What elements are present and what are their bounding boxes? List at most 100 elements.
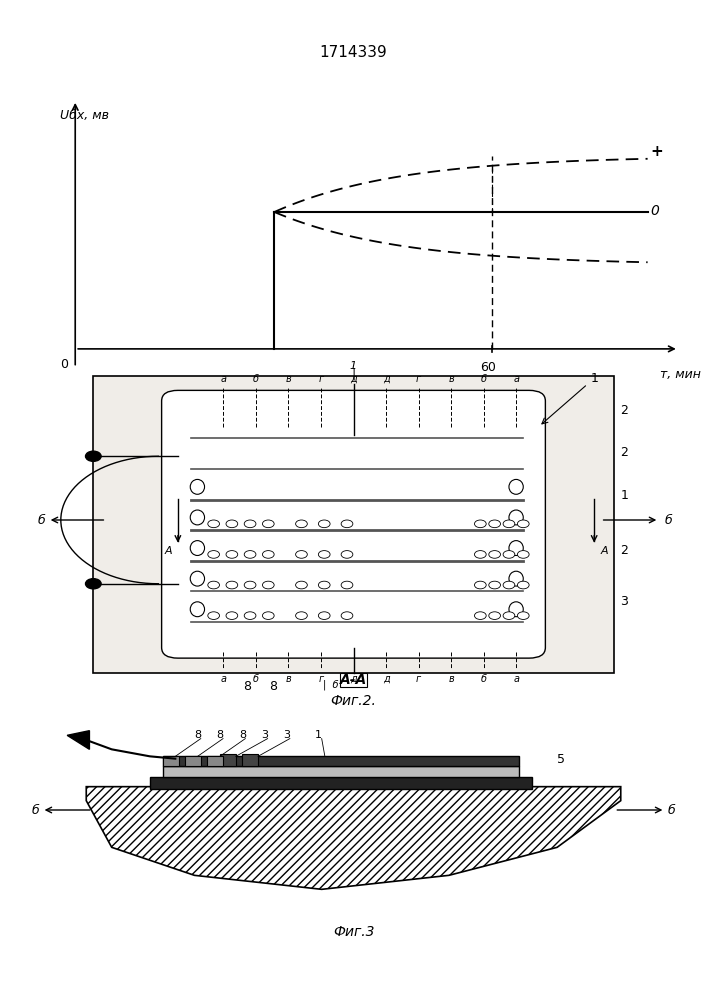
Circle shape xyxy=(518,551,529,558)
Text: 1: 1 xyxy=(350,361,357,371)
Text: +: + xyxy=(650,144,663,159)
Circle shape xyxy=(318,520,330,528)
Text: 2: 2 xyxy=(620,404,628,417)
Circle shape xyxy=(262,520,274,528)
Text: в: в xyxy=(448,674,454,684)
Text: в: в xyxy=(286,374,291,384)
Text: 0: 0 xyxy=(59,358,68,371)
Text: 8: 8 xyxy=(269,680,277,693)
Text: в: в xyxy=(286,674,291,684)
Text: Uбх, мв: Uбх, мв xyxy=(59,109,109,122)
Polygon shape xyxy=(163,766,519,777)
Text: а: а xyxy=(513,374,519,384)
Ellipse shape xyxy=(509,479,523,494)
Text: б: б xyxy=(32,804,39,816)
Polygon shape xyxy=(163,756,178,766)
Text: А-А: А-А xyxy=(340,673,367,687)
Circle shape xyxy=(518,520,529,528)
Circle shape xyxy=(208,581,219,589)
Circle shape xyxy=(86,451,101,461)
Text: г: г xyxy=(416,674,421,684)
Circle shape xyxy=(503,520,515,528)
Text: б: б xyxy=(253,674,259,684)
Polygon shape xyxy=(163,756,519,766)
Text: в: в xyxy=(448,374,454,384)
Polygon shape xyxy=(150,777,532,789)
Text: а: а xyxy=(221,374,226,384)
Circle shape xyxy=(518,612,529,619)
Ellipse shape xyxy=(190,510,204,525)
Text: б: б xyxy=(253,374,259,384)
Text: Фиг.2.: Фиг.2. xyxy=(331,694,376,708)
Text: а: а xyxy=(221,674,226,684)
Polygon shape xyxy=(185,756,201,766)
Circle shape xyxy=(341,520,353,528)
Text: 1: 1 xyxy=(620,489,628,502)
Text: 1714339: 1714339 xyxy=(320,45,387,60)
Ellipse shape xyxy=(190,541,204,555)
FancyBboxPatch shape xyxy=(93,375,614,673)
Circle shape xyxy=(518,581,529,589)
Circle shape xyxy=(244,581,256,589)
Text: б: б xyxy=(481,374,486,384)
Text: 3: 3 xyxy=(620,595,628,608)
Circle shape xyxy=(296,612,308,619)
Circle shape xyxy=(474,581,486,589)
Polygon shape xyxy=(67,731,90,749)
Circle shape xyxy=(489,520,501,528)
Polygon shape xyxy=(220,754,236,766)
Circle shape xyxy=(503,612,515,619)
Ellipse shape xyxy=(190,479,204,494)
Circle shape xyxy=(503,551,515,558)
Circle shape xyxy=(226,520,238,528)
Polygon shape xyxy=(243,754,258,766)
Circle shape xyxy=(341,612,353,619)
Text: д: д xyxy=(350,374,357,384)
Circle shape xyxy=(208,551,219,558)
Text: |  б: | б xyxy=(323,680,339,690)
Text: 8: 8 xyxy=(239,730,246,740)
Text: 60: 60 xyxy=(479,361,496,374)
Text: г: г xyxy=(416,374,421,384)
Text: 0: 0 xyxy=(650,204,660,218)
Ellipse shape xyxy=(509,541,523,555)
Text: 3: 3 xyxy=(284,730,291,740)
Text: г: г xyxy=(318,674,324,684)
Circle shape xyxy=(296,551,308,558)
Text: 8: 8 xyxy=(243,680,251,693)
Polygon shape xyxy=(207,756,223,766)
Ellipse shape xyxy=(509,602,523,617)
Text: Фиг.1: Фиг.1 xyxy=(347,394,388,408)
Circle shape xyxy=(489,581,501,589)
Text: 8: 8 xyxy=(217,730,224,740)
Text: б: б xyxy=(481,674,486,684)
Text: А: А xyxy=(165,546,173,556)
Polygon shape xyxy=(86,787,621,889)
Text: 8: 8 xyxy=(194,730,201,740)
Text: а: а xyxy=(513,674,519,684)
Text: д: д xyxy=(350,674,357,684)
Ellipse shape xyxy=(509,571,523,586)
Circle shape xyxy=(318,581,330,589)
Circle shape xyxy=(262,581,274,589)
Circle shape xyxy=(318,612,330,619)
Circle shape xyxy=(208,612,219,619)
Text: 2: 2 xyxy=(620,544,628,557)
Circle shape xyxy=(262,551,274,558)
Text: 5: 5 xyxy=(557,753,565,766)
Circle shape xyxy=(86,579,101,589)
FancyBboxPatch shape xyxy=(162,390,545,658)
Circle shape xyxy=(226,581,238,589)
Circle shape xyxy=(489,612,501,619)
Circle shape xyxy=(474,551,486,558)
Text: г: г xyxy=(318,374,324,384)
Circle shape xyxy=(244,520,256,528)
Circle shape xyxy=(244,612,256,619)
Text: 1: 1 xyxy=(315,730,322,740)
Circle shape xyxy=(244,551,256,558)
Circle shape xyxy=(226,612,238,619)
Text: б: б xyxy=(668,804,675,816)
Text: т, мин: т, мин xyxy=(660,368,701,381)
Circle shape xyxy=(318,551,330,558)
Circle shape xyxy=(503,581,515,589)
